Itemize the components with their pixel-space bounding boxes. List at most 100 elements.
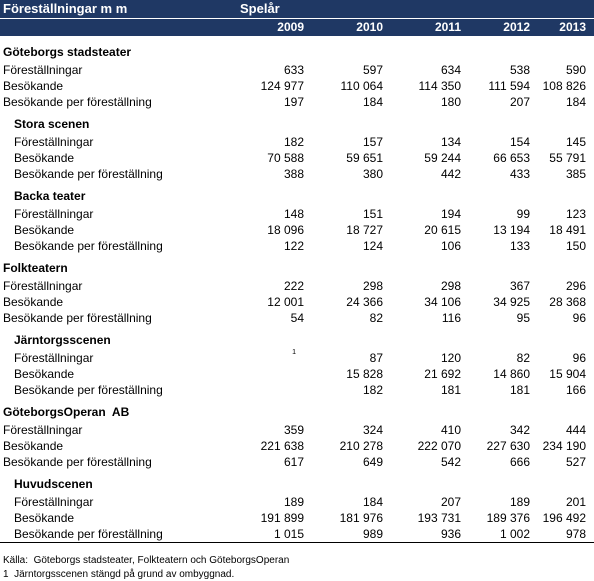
section-heading: GöteborgsOperan AB <box>3 405 130 419</box>
cell: 617 <box>283 455 304 469</box>
table-title: Föreställningar m m <box>3 1 128 16</box>
cell: 184 <box>565 95 586 109</box>
cell: 298 <box>440 279 461 293</box>
cell: 55 791 <box>549 151 586 165</box>
cell: 181 <box>509 383 530 397</box>
row-label: Besökande per föreställning <box>14 239 163 253</box>
cell: 122 <box>283 239 304 253</box>
cell: 14 860 <box>493 367 530 381</box>
row-label: Besökande per föreställning <box>3 311 152 325</box>
cell: 133 <box>509 239 530 253</box>
cell: 123 <box>565 207 586 221</box>
cell: 95 <box>516 311 530 325</box>
row-label: Besökande <box>14 511 75 525</box>
cell: 538 <box>509 63 530 77</box>
cell: 120 <box>440 351 461 365</box>
cell: 34 925 <box>493 295 530 309</box>
cell: 189 <box>283 495 304 509</box>
cell: 21 692 <box>424 367 461 381</box>
row-label: Besökande per föreställning <box>3 455 152 469</box>
cell: 666 <box>509 455 530 469</box>
row-label: Besökande <box>14 223 75 237</box>
section-heading: Huvudscenen <box>14 477 93 491</box>
cell: 207 <box>440 495 461 509</box>
cell: 989 <box>362 527 383 541</box>
group-label: Spelår <box>240 1 280 16</box>
section-heading: Järntorgsscenen <box>14 333 111 347</box>
cell: 227 630 <box>486 439 530 453</box>
cell: 1 015 <box>273 527 304 541</box>
cell: 936 <box>440 527 461 541</box>
cell: 633 <box>283 63 304 77</box>
cell: 15 828 <box>346 367 383 381</box>
cell: 82 <box>369 311 383 325</box>
cell: 542 <box>440 455 461 469</box>
cell: 184 <box>362 95 383 109</box>
cell: 15 904 <box>549 367 586 381</box>
cell: 197 <box>283 95 304 109</box>
cell: 367 <box>509 279 530 293</box>
cell: 134 <box>440 135 461 149</box>
cell: 1 002 <box>499 527 530 541</box>
cell: 124 977 <box>260 79 304 93</box>
row-label: Besökande <box>14 151 75 165</box>
cell: 590 <box>565 63 586 77</box>
cell: 145 <box>565 135 586 149</box>
cell: 207 <box>509 95 530 109</box>
cell: 116 <box>441 311 461 325</box>
cell: 66 653 <box>493 151 530 165</box>
cell: 12 001 <box>267 295 304 309</box>
cell: 180 <box>440 95 461 109</box>
cell: 154 <box>509 135 530 149</box>
cell: 111 594 <box>488 79 530 93</box>
cell: 20 615 <box>424 223 461 237</box>
cell: 634 <box>440 63 461 77</box>
cell: 96 <box>572 311 586 325</box>
cell: 324 <box>362 423 383 437</box>
cell: 234 190 <box>542 439 586 453</box>
cell: 13 194 <box>493 223 530 237</box>
cell: 442 <box>440 167 461 181</box>
cell: 181 976 <box>339 511 383 525</box>
year-header: 2012 <box>503 20 530 34</box>
row-label: Besökande <box>3 439 64 453</box>
cell: 151 <box>362 207 383 221</box>
row-label: Föreställningar <box>3 63 83 77</box>
cell: 59 244 <box>424 151 461 165</box>
row-label: Besökande <box>3 79 64 93</box>
cell: 433 <box>509 167 530 181</box>
row-label: Föreställningar <box>14 351 94 365</box>
row-label: Föreställningar <box>14 135 94 149</box>
cell: 106 <box>440 239 461 253</box>
row-label: Föreställningar <box>14 495 94 509</box>
cell: 181 <box>440 383 461 397</box>
cell: 110 064 <box>340 79 384 93</box>
cell: 380 <box>362 167 383 181</box>
cell: 184 <box>362 495 383 509</box>
cell: 222 <box>283 279 304 293</box>
cell: 124 <box>362 239 383 253</box>
cell: 194 <box>440 207 461 221</box>
row-label: Besökande per föreställning <box>14 167 163 181</box>
cell: 444 <box>565 423 586 437</box>
section-heading: Stora scenen <box>14 117 90 131</box>
cell: 157 <box>362 135 383 149</box>
cell: 24 366 <box>346 295 383 309</box>
cell: 54 <box>290 311 304 325</box>
source-note: Källa: Göteborgs stadsteater, Folkteater… <box>3 555 290 566</box>
cell: 182 <box>362 383 383 397</box>
cell: 222 070 <box>417 439 461 453</box>
cell: 82 <box>516 351 530 365</box>
cell: 18 727 <box>346 223 383 237</box>
footnote: 1 Järntorgsscenen stängd på grund av omb… <box>3 569 235 580</box>
row-label: Föreställningar <box>14 207 94 221</box>
year-header: 2010 <box>356 20 383 34</box>
cell: 597 <box>362 63 383 77</box>
row-label: Besökande <box>14 367 75 381</box>
cell: 114 350 <box>418 79 462 93</box>
cell: 182 <box>283 135 304 149</box>
cell: 196 492 <box>542 511 586 525</box>
cell: 150 <box>565 239 586 253</box>
cell: 189 <box>509 495 530 509</box>
